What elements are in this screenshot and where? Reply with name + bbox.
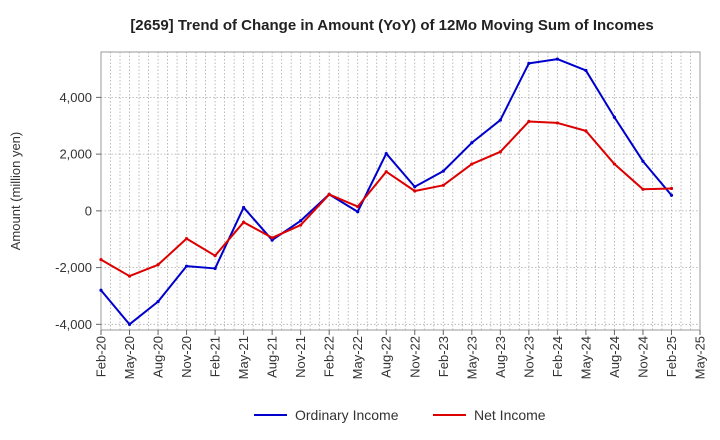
- data-point: [441, 183, 445, 187]
- data-point: [156, 300, 160, 304]
- data-point: [99, 288, 103, 292]
- y-tick-label: 0: [85, 203, 92, 218]
- x-tick-label: May-25: [693, 336, 708, 379]
- data-point: [612, 162, 617, 166]
- chart-title: [2659] Trend of Change in Amount (YoY) o…: [130, 17, 653, 34]
- x-tick-label: Nov-22: [407, 336, 422, 378]
- data-point: [384, 170, 388, 174]
- legend: Ordinary Income Net Income: [254, 407, 546, 423]
- y-tick-label: -2,000: [55, 260, 92, 275]
- data-point: [669, 186, 674, 191]
- x-tick-label: May-21: [236, 336, 251, 379]
- data-point: [356, 205, 360, 209]
- x-tick-label: May-23: [464, 336, 479, 379]
- x-tick-label: Feb-22: [322, 336, 337, 377]
- data-point: [441, 169, 445, 173]
- data-point: [356, 210, 360, 214]
- y-tick-label: 4,000: [59, 90, 92, 105]
- data-point: [384, 151, 388, 156]
- x-tick-label: Nov-20: [179, 336, 194, 378]
- x-tick-label: Feb-20: [94, 336, 109, 377]
- x-tick-label: Feb-21: [208, 336, 223, 377]
- data-point: [299, 223, 303, 227]
- data-point: [213, 266, 217, 271]
- x-tick-label: Feb-25: [664, 336, 679, 377]
- x-tick-label: Aug-24: [607, 336, 622, 378]
- y-axis-label: Amount (million yen): [8, 132, 23, 251]
- data-point: [641, 187, 645, 191]
- data-point: [299, 219, 303, 223]
- data-point: [156, 263, 160, 267]
- data-point: [127, 322, 132, 326]
- data-point: [470, 141, 474, 145]
- data-point: [270, 236, 274, 240]
- grid: [101, 52, 700, 330]
- x-tick-label: Nov-21: [293, 336, 308, 378]
- series-group: [99, 57, 674, 326]
- x-tick-label: Nov-24: [635, 336, 650, 378]
- data-point: [184, 264, 189, 268]
- data-point: [555, 121, 559, 125]
- x-tick-label: May-22: [350, 336, 365, 379]
- data-point: [584, 129, 588, 133]
- x-tick-label: May-24: [578, 336, 593, 379]
- x-tick-label: Aug-20: [151, 336, 166, 378]
- data-point: [470, 162, 474, 166]
- data-point: [242, 220, 246, 224]
- data-point: [184, 237, 189, 241]
- data-point: [127, 274, 132, 278]
- data-point: [413, 185, 417, 189]
- data-point: [584, 68, 588, 73]
- data-point: [555, 57, 559, 61]
- y-axis-ticks: -4,000 -2,000 0 2,000 4,000: [55, 90, 101, 332]
- data-point: [213, 254, 217, 258]
- x-tick-label: Nov-23: [521, 336, 536, 378]
- data-point: [527, 61, 531, 65]
- y-tick-label: 2,000: [59, 147, 92, 162]
- x-tick-label: May-20: [122, 336, 137, 379]
- legend-label: Net Income: [474, 407, 546, 423]
- data-point: [498, 118, 502, 122]
- x-tick-label: Aug-21: [265, 336, 280, 378]
- data-point: [498, 150, 502, 154]
- plot-area: [100, 51, 701, 331]
- data-point: [527, 119, 531, 124]
- data-point: [242, 205, 246, 210]
- x-tick-label: Feb-23: [436, 336, 451, 377]
- x-axis-ticks: Feb-20 May-20 Aug-20 Nov-20 Feb-21 May-21 Aug-…: [94, 330, 708, 379]
- data-point: [99, 258, 103, 262]
- data-point: [413, 189, 417, 193]
- data-point: [270, 238, 274, 242]
- x-tick-label: Feb-24: [550, 336, 565, 377]
- data-point: [669, 193, 674, 197]
- x-tick-label: Aug-22: [379, 336, 394, 378]
- data-point: [327, 192, 331, 197]
- y-tick-label: -4,000: [55, 317, 92, 332]
- data-point: [612, 115, 617, 119]
- legend-label: Ordinary Income: [295, 407, 399, 423]
- x-tick-label: Aug-23: [493, 336, 508, 378]
- data-point: [641, 159, 645, 163]
